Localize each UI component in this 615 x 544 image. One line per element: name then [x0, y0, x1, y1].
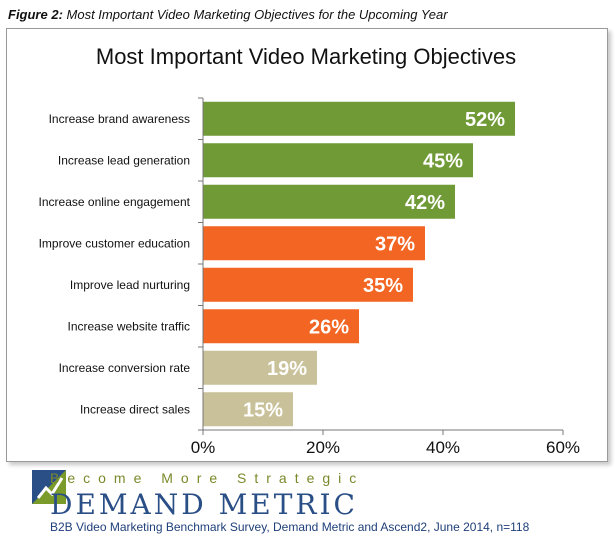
chart-title: Most Important Video Marketing Objective… [95, 44, 517, 69]
value-label: 35% [363, 275, 403, 297]
brand-tagline: Become More Strategic [50, 470, 365, 486]
bar-4 [203, 226, 425, 261]
x-tick-label: 0% [191, 438, 216, 457]
x-tick-label: 40% [426, 438, 460, 457]
value-label: 37% [375, 233, 415, 255]
value-label: 52% [465, 109, 505, 131]
category-label: Improve customer education [39, 236, 190, 250]
category-label: Increase brand awareness [49, 112, 190, 126]
category-label: Increase direct sales [80, 402, 190, 416]
demand-metric-logo-icon [32, 470, 66, 504]
value-label: 26% [309, 316, 349, 338]
bar-3 [203, 184, 455, 219]
value-label: 19% [267, 358, 307, 380]
bar-6 [203, 309, 359, 344]
bar-1 [203, 101, 515, 136]
category-label: Increase website traffic [67, 319, 190, 333]
bar-7 [203, 350, 317, 385]
category-label: Increase lead generation [58, 153, 190, 167]
figure-caption-lead: Figure 2: [8, 7, 63, 22]
figure-caption: Figure 2: Most Important Video Marketing… [8, 7, 448, 22]
value-label: 15% [243, 399, 283, 421]
value-label: 45% [423, 150, 463, 172]
value-label: 42% [405, 192, 445, 214]
brand-name: DEMAND METRIC [50, 488, 358, 521]
source-note: B2B Video Marketing Benchmark Survey, De… [50, 520, 530, 534]
x-tick-label: 60% [546, 438, 580, 457]
category-label: Increase online engagement [39, 195, 191, 209]
bar-5 [203, 267, 413, 302]
category-label: Increase conversion rate [59, 361, 191, 375]
x-tick-label: 20% [306, 438, 340, 457]
bar-8 [203, 392, 293, 427]
figure-caption-text: Most Important Video Marketing Objective… [62, 7, 448, 22]
bar-2 [203, 143, 473, 178]
category-label: Improve lead nurturing [70, 278, 190, 292]
